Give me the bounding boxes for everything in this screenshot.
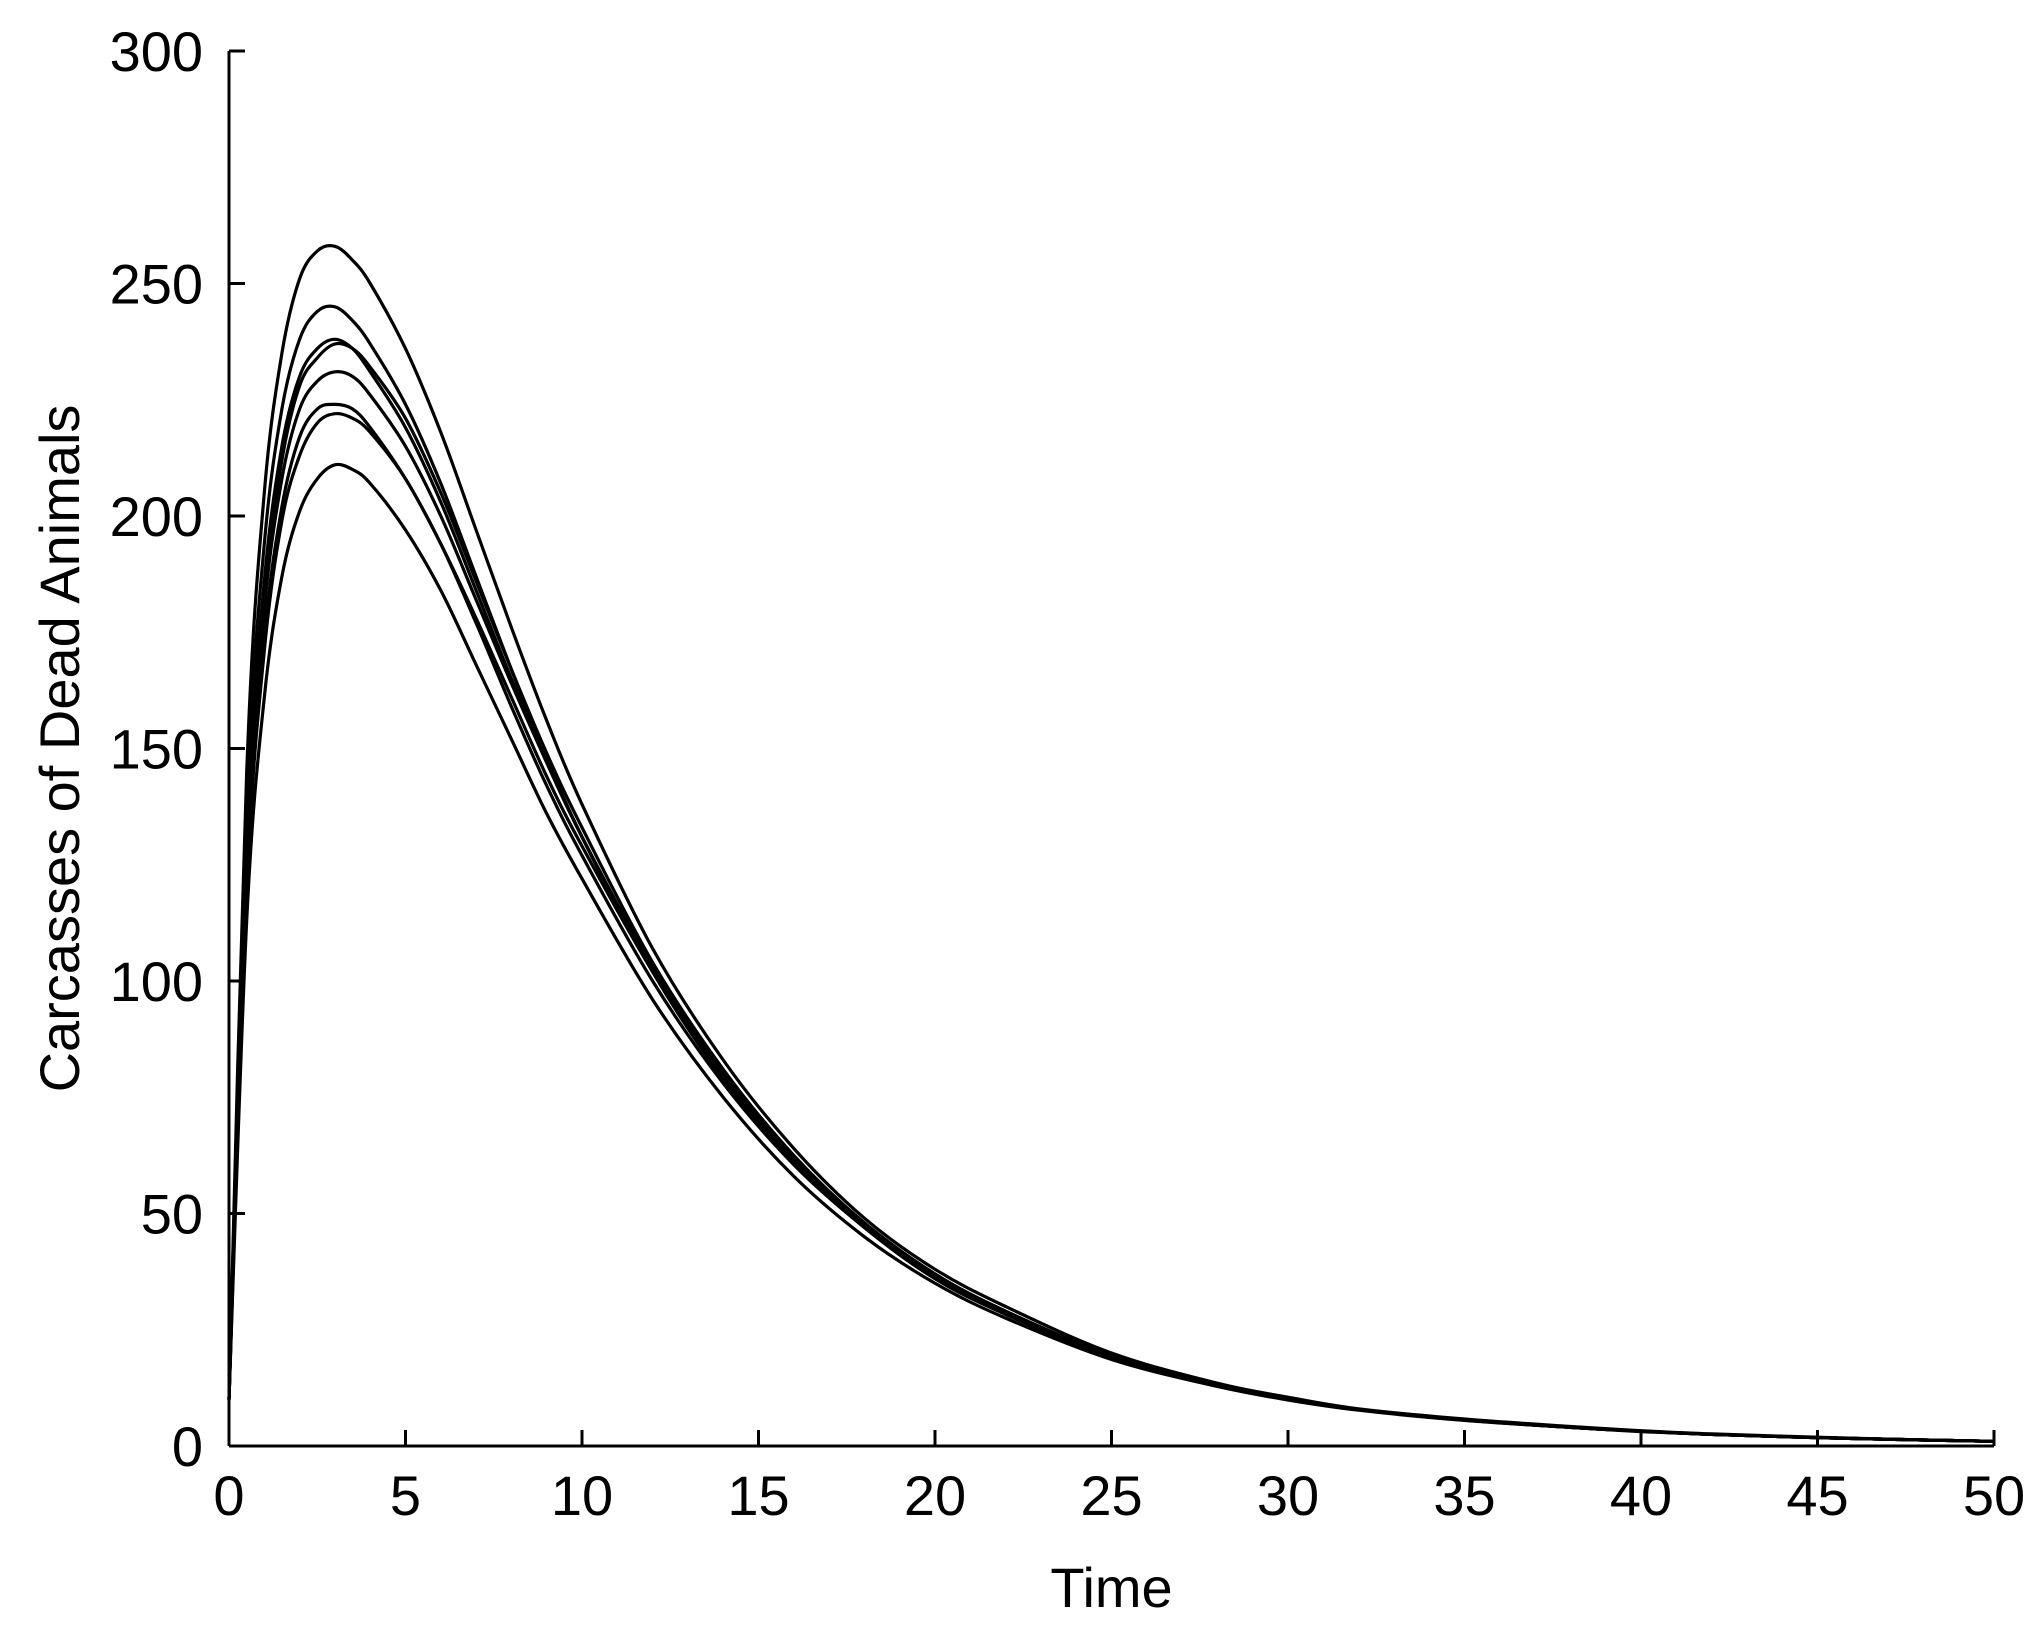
x-tick-label: 20	[904, 1464, 966, 1527]
x-tick-label: 25	[1080, 1464, 1142, 1527]
y-axis-title: Carcasses of Dead Animals	[28, 405, 91, 1093]
y-tick-label: 100	[110, 950, 203, 1013]
y-tick-label: 250	[110, 253, 203, 316]
series-line-6	[227, 402, 1995, 1443]
series-line-2	[227, 304, 1995, 1443]
plot-area	[227, 243, 1995, 1443]
x-tick-label: 15	[727, 1464, 789, 1527]
series-line-7	[227, 411, 1995, 1443]
x-tick-label: 0	[213, 1464, 244, 1527]
x-tick-label: 5	[390, 1464, 421, 1527]
series-line-4	[227, 341, 1995, 1443]
x-axis-ticks: 0 5 10 15 20 25 30 35 40 45 50	[213, 1430, 2025, 1527]
x-tick-label: 50	[1963, 1464, 2025, 1527]
x-tick-label: 30	[1257, 1464, 1319, 1527]
series-line-8	[227, 462, 1995, 1443]
x-tick-label: 40	[1610, 1464, 1672, 1527]
y-axis-ticks: 0 50 100 150 200 250 300	[110, 20, 245, 1478]
series-line-3	[227, 337, 1995, 1443]
y-tick-label: 0	[172, 1415, 203, 1478]
y-tick-label: 50	[141, 1183, 203, 1246]
y-tick-label: 150	[110, 718, 203, 781]
x-axis-title: Time	[1050, 1556, 1172, 1619]
x-tick-label: 35	[1433, 1464, 1495, 1527]
series-line-1	[227, 243, 1995, 1443]
series-line-5	[227, 370, 1995, 1443]
y-tick-label: 200	[110, 485, 203, 548]
x-tick-label: 45	[1786, 1464, 1848, 1527]
x-tick-label: 10	[551, 1464, 613, 1527]
y-tick-label: 300	[110, 20, 203, 83]
